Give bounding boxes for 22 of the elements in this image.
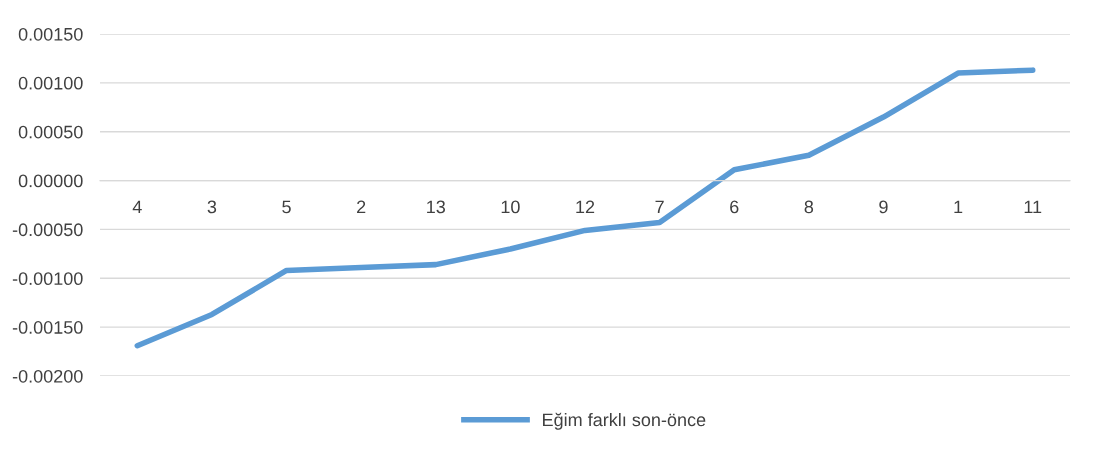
- y-tick-label: -0.00100: [12, 272, 83, 286]
- y-tick-label: -0.00200: [12, 369, 83, 383]
- x-tick-label: 3: [207, 200, 217, 214]
- x-tick-label: 4: [132, 200, 142, 214]
- y-tick-label: 0.00050: [18, 125, 83, 139]
- x-tick-label: 9: [879, 200, 888, 214]
- x-tick-label: 10: [501, 200, 520, 214]
- x-tick-label: 5: [282, 200, 291, 214]
- x-tick-label: 6: [730, 200, 739, 214]
- x-tick-label: 13: [427, 200, 446, 214]
- x-tick-label: 7: [655, 200, 664, 214]
- x-tick-label: 12: [576, 200, 595, 214]
- legend-label: Eğim farklı son-önce: [543, 412, 706, 430]
- x-tick-label: 8: [804, 200, 814, 214]
- x-tick-label: 11: [1024, 200, 1042, 214]
- y-tick-label: 0.00150: [18, 27, 83, 41]
- y-tick-label: 0.00000: [18, 174, 83, 188]
- y-tick-label: -0.00050: [12, 223, 83, 237]
- y-tick-label: 0.00100: [18, 76, 83, 90]
- y-tick-label: -0.00150: [12, 321, 83, 334]
- x-tick-label: 2: [357, 200, 366, 214]
- x-tick-label: 1: [954, 200, 963, 214]
